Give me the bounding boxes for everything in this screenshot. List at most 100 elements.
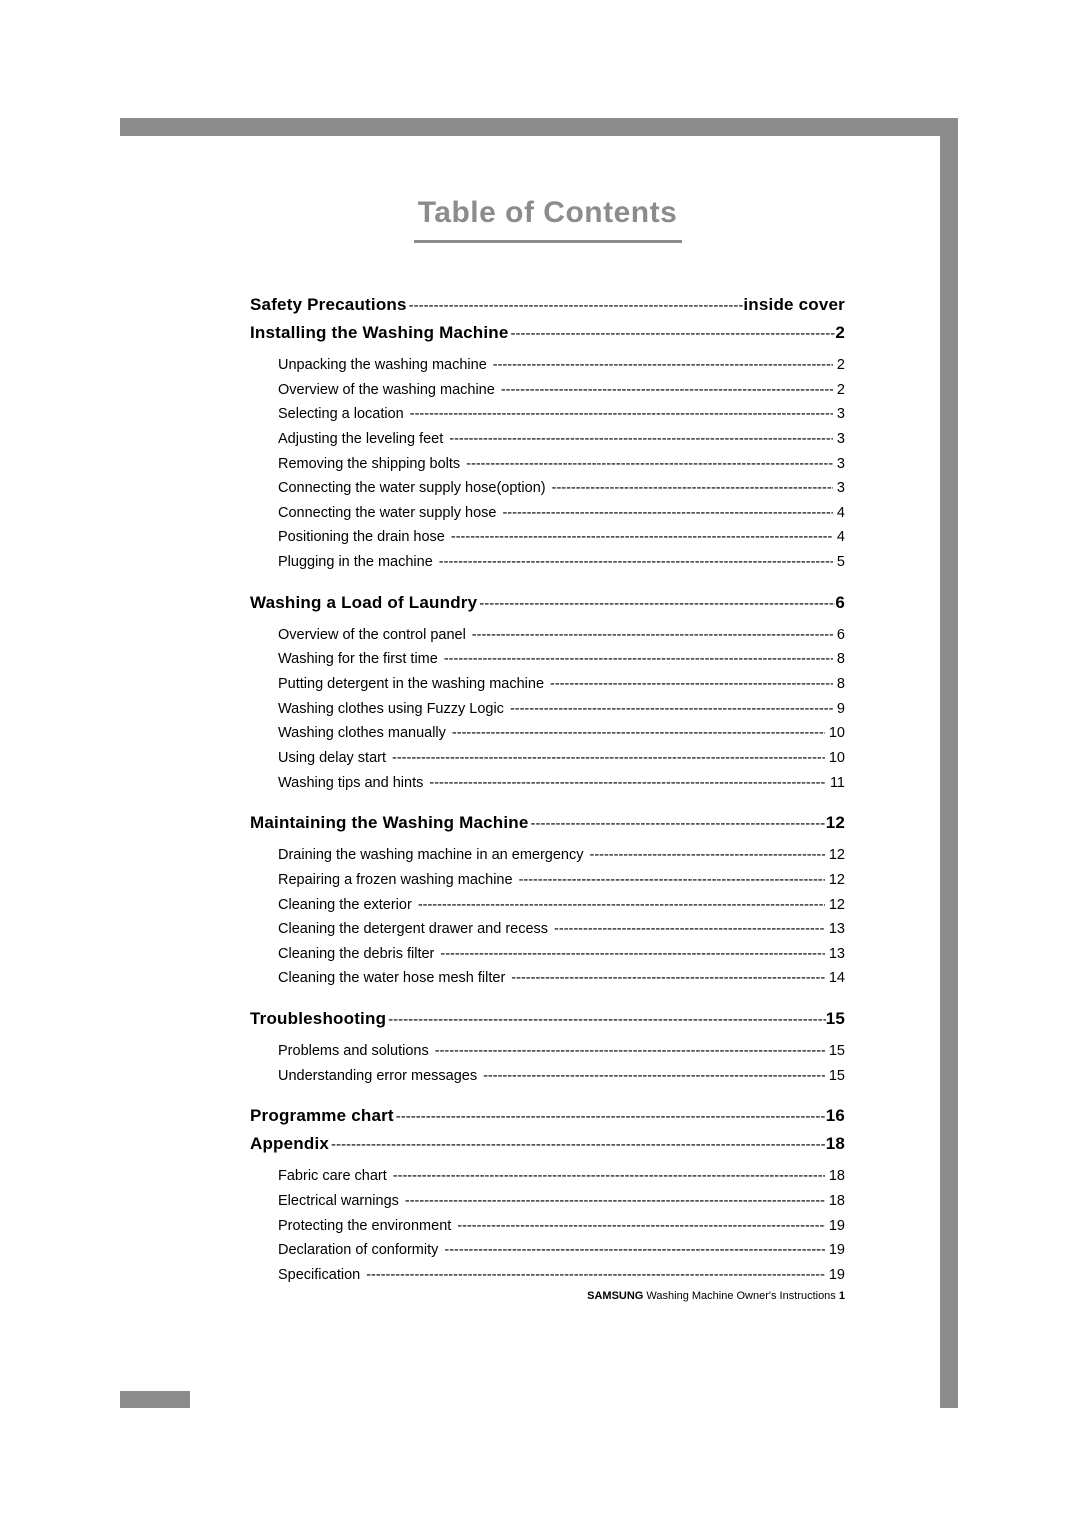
toc-section-row: Washing a Load of Laundry6	[250, 593, 845, 613]
toc-sub-row: Putting detergent in the washing machine…	[278, 672, 845, 697]
toc-leader-dots	[450, 721, 825, 746]
toc-sub-row: Electrical warnings18	[278, 1189, 845, 1214]
page-content: Table of Contents Safety Precautionsinsi…	[120, 136, 940, 1346]
toc-sub-page: 10	[825, 746, 845, 771]
toc-sub-row: Selecting a location3	[278, 402, 845, 427]
toc-sub-label: Electrical warnings	[278, 1189, 403, 1214]
toc-sub-row: Using delay start 10	[278, 746, 845, 771]
toc-sub-page: 8	[833, 647, 845, 672]
toc-sub-row: Protecting the environment 19	[278, 1214, 845, 1239]
toc-leader-dots	[548, 672, 833, 697]
footer-brand: SAMSUNG	[587, 1290, 643, 1302]
toc-leader-dots	[455, 1214, 825, 1239]
toc-section-label: Safety Precautions	[250, 295, 407, 315]
toc-sub-page: 19	[825, 1238, 845, 1263]
page-title: Table of Contents	[250, 196, 845, 230]
toc-section-page: 16	[826, 1106, 845, 1126]
toc-section-label: Installing the Washing Machine	[250, 323, 509, 343]
toc-body: Safety Precautionsinside cover Installing…	[250, 295, 845, 1288]
toc-sub-label: Connecting the water supply hose	[278, 501, 500, 526]
frame-top-bar	[120, 118, 958, 136]
toc-sub-block: Unpacking the washing machine 2 Overview o…	[278, 353, 845, 575]
toc-sub-row: Specification 19	[278, 1263, 845, 1288]
footer-page-number: 1	[839, 1290, 845, 1302]
toc-sub-row: Problems and solutions15	[278, 1039, 845, 1064]
toc-sub-row: Washing clothes using Fuzzy Logic9	[278, 697, 845, 722]
toc-sub-row: Declaration of conformity 19	[278, 1238, 845, 1263]
toc-section-page: 2	[835, 323, 845, 343]
toc-leader-dots	[416, 893, 825, 918]
toc-leader-dots	[391, 1164, 825, 1189]
toc-sub-label: Specification	[278, 1263, 364, 1288]
toc-section-label: Programme chart	[250, 1106, 394, 1126]
toc-sub-page: 18	[825, 1164, 845, 1189]
toc-sub-row: Cleaning the water hose mesh filter 14	[278, 966, 845, 991]
toc-sub-page: 4	[833, 501, 845, 526]
toc-sub-page: 9	[833, 697, 845, 722]
toc-sub-row: Removing the shipping bolts3	[278, 452, 845, 477]
toc-sub-page: 19	[825, 1263, 845, 1288]
toc-leader-dots	[529, 815, 826, 832]
toc-sub-label: Understanding error messages	[278, 1064, 481, 1089]
toc-sub-page: 14	[825, 966, 845, 991]
toc-sub-page: 2	[833, 378, 845, 403]
toc-sub-label: Cleaning the detergent drawer and recess	[278, 917, 552, 942]
frame-bottom-left-block	[120, 1391, 190, 1408]
toc-section-page: 18	[826, 1134, 845, 1154]
toc-sub-page: 8	[833, 672, 845, 697]
toc-leader-dots	[550, 476, 833, 501]
toc-leader-dots	[477, 595, 835, 612]
toc-sub-page: 15	[825, 1064, 845, 1089]
toc-sub-page: 15	[825, 1039, 845, 1064]
toc-sub-row: Overview of the control panel6	[278, 623, 845, 648]
toc-sub-page: 12	[825, 893, 845, 918]
toc-sub-label: Washing tips and hints	[278, 771, 427, 796]
toc-sub-page: 3	[833, 452, 845, 477]
toc-sub-label: Connecting the water supply hose(option)	[278, 476, 550, 501]
toc-leader-dots	[481, 1064, 825, 1089]
toc-leader-dots	[437, 550, 833, 575]
toc-sub-label: Declaration of conformity	[278, 1238, 442, 1263]
toc-sub-row: Washing tips and hints11	[278, 771, 845, 796]
toc-leader-dots	[403, 1189, 825, 1214]
toc-sub-label: Cleaning the exterior	[278, 893, 416, 918]
toc-section-page: 12	[826, 813, 845, 833]
toc-sub-block: Draining the washing machine in an emerg…	[278, 843, 845, 991]
toc-section-row: Programme chart 16	[250, 1106, 845, 1126]
toc-sub-label: Using delay start	[278, 746, 390, 771]
toc-sub-block: Problems and solutions15Understanding er…	[278, 1039, 845, 1088]
toc-leader-dots	[447, 427, 833, 452]
toc-sub-page: 19	[825, 1214, 845, 1239]
toc-leader-dots	[508, 697, 833, 722]
toc-sub-page: 12	[825, 843, 845, 868]
toc-leader-dots	[464, 452, 833, 477]
toc-leader-dots	[329, 1136, 826, 1153]
toc-sub-label: Overview of the washing machine	[278, 378, 499, 403]
toc-sub-label: Selecting a location	[278, 402, 408, 427]
toc-sub-label: Washing for the first time	[278, 647, 442, 672]
toc-leader-dots	[470, 623, 833, 648]
toc-sub-label: Washing clothes manually	[278, 721, 450, 746]
toc-leader-dots	[509, 966, 825, 991]
toc-sub-label: Unpacking the washing machine	[278, 353, 491, 378]
toc-leader-dots	[499, 378, 833, 403]
toc-section-row: Appendix18	[250, 1134, 845, 1154]
toc-sub-row: Cleaning the exterior 12	[278, 893, 845, 918]
toc-section-row: Troubleshooting15	[250, 1009, 845, 1029]
toc-leader-dots	[427, 771, 826, 796]
toc-sub-row: Draining the washing machine in an emerg…	[278, 843, 845, 868]
toc-sub-row: Connecting the water supply hose(option)…	[278, 476, 845, 501]
toc-sub-page: 2	[833, 353, 845, 378]
toc-sub-label: Cleaning the water hose mesh filter	[278, 966, 509, 991]
toc-leader-dots	[509, 325, 836, 342]
frame-right-bar	[940, 118, 958, 1408]
toc-section-label: Troubleshooting	[250, 1009, 386, 1029]
toc-sub-label: Putting detergent in the washing machine	[278, 672, 548, 697]
toc-leader-dots	[517, 868, 825, 893]
toc-section-row: Maintaining the Washing Machine12	[250, 813, 845, 833]
toc-section-row: Safety Precautionsinside cover	[250, 295, 845, 315]
toc-leader-dots	[438, 942, 824, 967]
toc-sub-row: Unpacking the washing machine 2	[278, 353, 845, 378]
toc-sub-label: Protecting the environment	[278, 1214, 455, 1239]
toc-leader-dots	[500, 501, 832, 526]
